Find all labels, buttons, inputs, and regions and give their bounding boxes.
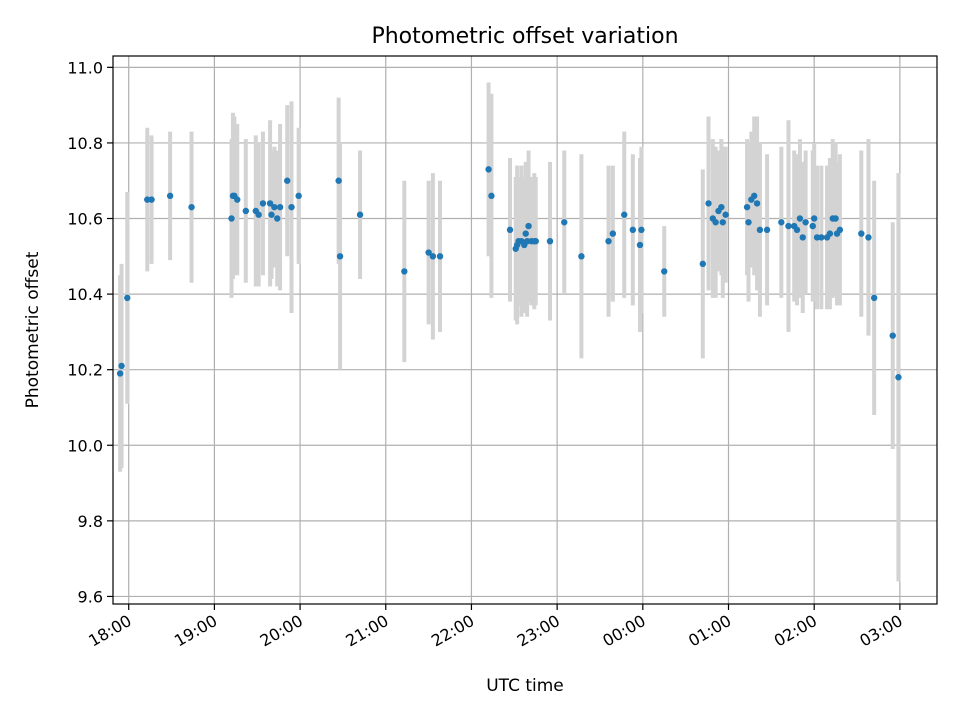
data-point — [743, 203, 751, 211]
data-point — [810, 215, 818, 222]
data-point — [255, 211, 262, 218]
data-point — [546, 237, 554, 245]
data-point — [836, 226, 844, 234]
data-point — [271, 203, 278, 211]
data-point — [799, 234, 806, 241]
data-point — [763, 226, 771, 234]
data-point — [699, 260, 706, 268]
data-point — [336, 253, 344, 260]
data-point — [425, 249, 432, 256]
chart-title: Photometric offset variation — [371, 24, 678, 49]
data-point — [561, 219, 568, 226]
data-point — [228, 215, 235, 222]
data-point — [809, 222, 816, 230]
data-point — [832, 215, 839, 222]
data-point — [719, 219, 726, 226]
data-point — [401, 268, 408, 275]
data-point — [745, 219, 752, 226]
data-point — [722, 211, 729, 218]
data-point — [188, 203, 195, 211]
data-point — [488, 192, 495, 200]
data-point — [284, 177, 291, 184]
data-point — [609, 230, 617, 237]
data-point — [756, 226, 764, 234]
data-point — [578, 253, 585, 260]
data-point — [242, 207, 250, 215]
data-point — [525, 222, 532, 230]
x-axis-label: UTC time — [486, 676, 564, 696]
data-point — [865, 234, 872, 241]
data-point — [858, 230, 865, 237]
y-axis-label: Photometric offset — [23, 251, 43, 408]
data-point — [712, 219, 719, 226]
data-point — [895, 374, 902, 381]
data-point — [148, 196, 155, 203]
data-point — [429, 253, 437, 260]
data-point — [485, 166, 492, 173]
data-point — [870, 294, 878, 302]
y-tick-label: 10.8 — [67, 134, 103, 153]
data-point — [818, 234, 825, 241]
data-point — [234, 196, 241, 203]
data-point — [276, 203, 284, 211]
data-point — [274, 215, 281, 222]
y-tick-label: 10.2 — [67, 361, 103, 380]
data-point — [638, 226, 645, 234]
data-point — [621, 211, 628, 218]
data-point — [522, 230, 529, 237]
data-point — [436, 253, 444, 260]
y-tick-label: 9.6 — [78, 587, 103, 606]
data-point — [629, 226, 637, 234]
data-point — [778, 219, 785, 226]
y-tick-label: 10.0 — [67, 436, 103, 455]
data-point — [661, 268, 668, 275]
data-point — [889, 332, 896, 339]
data-point — [636, 241, 644, 249]
data-point — [295, 192, 302, 200]
data-point — [705, 200, 712, 207]
data-point — [268, 211, 275, 218]
data-points — [116, 166, 902, 381]
data-point — [718, 203, 725, 211]
data-point — [793, 226, 801, 234]
plot-frame — [112, 55, 938, 605]
data-point — [796, 215, 804, 222]
y-tick-label: 11.0 — [67, 58, 103, 77]
data-point — [124, 294, 131, 302]
data-point — [288, 203, 295, 211]
data-point — [785, 222, 792, 230]
data-point — [506, 226, 514, 234]
data-point — [118, 362, 125, 370]
y-tick-label: 10.6 — [67, 210, 103, 229]
data-point — [802, 219, 809, 226]
data-point — [335, 177, 342, 184]
data-point — [166, 192, 174, 200]
data-point — [259, 200, 267, 207]
data-point — [826, 230, 834, 237]
data-point — [116, 370, 124, 377]
data-point — [356, 211, 364, 218]
data-point — [751, 192, 758, 200]
y-tick-label: 10.4 — [67, 285, 103, 304]
data-point — [266, 200, 274, 207]
y-axis-ticks: 9.6 9.8 10.0 10.2 10.4 10.6 10.8 11.0 — [67, 58, 113, 606]
data-point — [605, 237, 612, 245]
y-tick-label: 9.8 — [78, 512, 103, 531]
data-point — [753, 200, 761, 207]
data-point — [532, 237, 539, 245]
